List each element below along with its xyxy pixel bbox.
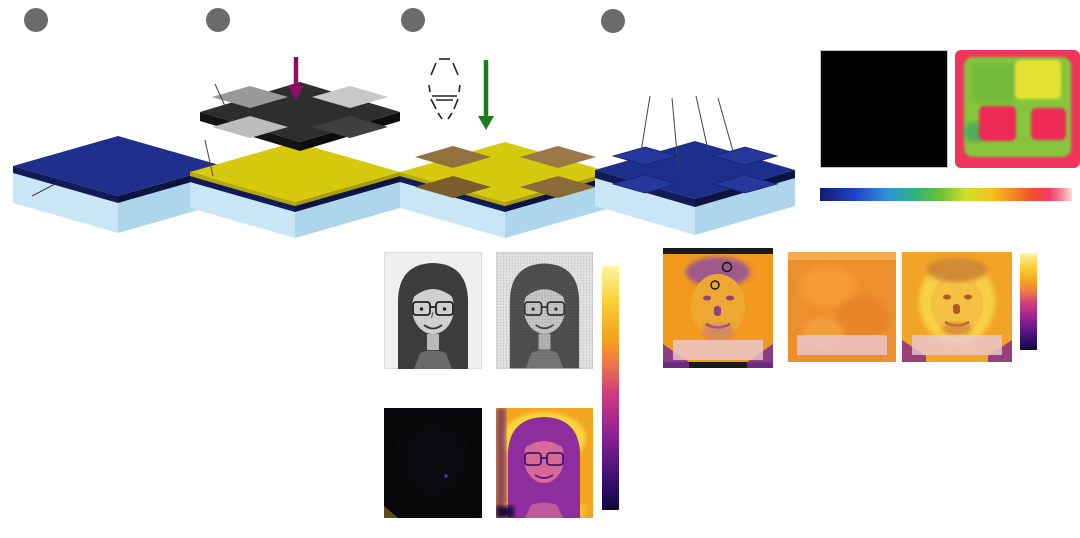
substrate-leader-line [31, 183, 56, 197]
panel-d [360, 240, 640, 538]
step-number-4-icon [601, 9, 625, 33]
glasses-icon [524, 452, 564, 466]
panel-a-fabrication-scheme [13, 8, 795, 238]
panel-c [0, 240, 365, 538]
edot-arrow-icon [478, 60, 494, 130]
step-number-3-icon [401, 8, 425, 32]
edot-molecule-icon [428, 58, 461, 120]
designed-photomask-title [827, 8, 939, 26]
greyscale-photomask-slab [200, 82, 400, 151]
step-number-1-icon [24, 8, 48, 32]
printed-photomask-caption [496, 373, 593, 391]
sample-thermal-image [955, 50, 1080, 168]
temperature-colorbar [1020, 253, 1037, 350]
designed-photomask-image [820, 50, 948, 168]
printed-photomask-portrait [496, 252, 593, 369]
temperature-colorbar [820, 188, 1072, 201]
emissivity-chart [0, 240, 365, 538]
temperature-time-chart [640, 368, 1080, 538]
uv-arrow-icon [288, 57, 304, 100]
step2-oxidant-block [190, 142, 400, 238]
glasses-icon [412, 301, 454, 316]
panel-f [640, 368, 1080, 538]
thermal-face-positive-bias-2 [902, 252, 1012, 362]
designed-photomask-portrait [384, 252, 482, 369]
mask-pixel-a [835, 62, 881, 106]
mask-pixel-c [833, 110, 879, 154]
thermal-image-portrait [496, 408, 593, 518]
thermal-image-title [953, 8, 1075, 26]
panel-e [640, 240, 1080, 372]
visible-image [384, 408, 482, 518]
step1-substrate-block [13, 136, 223, 233]
step4-leader-lines [640, 95, 737, 165]
measurement-spot-forehead [710, 280, 720, 290]
face-features [943, 294, 972, 314]
measurement-spot-hair [721, 261, 733, 273]
thermal-face-negative-bias [788, 252, 896, 362]
oxidant-leader-line [204, 139, 214, 177]
step-number-2-icon [206, 8, 230, 32]
temperature-colorbar [602, 266, 619, 510]
greyscale-leader-line [214, 83, 226, 107]
designed-photomask-caption [384, 373, 482, 391]
mask-pixel-d [887, 110, 933, 154]
face-features [703, 295, 734, 316]
panel-b [795, 0, 1080, 240]
thermal-face-positive-bias-1 [663, 248, 773, 368]
step4-patterned-block [595, 141, 795, 235]
step3-pedot-block [400, 142, 610, 238]
mask-pixel-b [887, 62, 933, 106]
